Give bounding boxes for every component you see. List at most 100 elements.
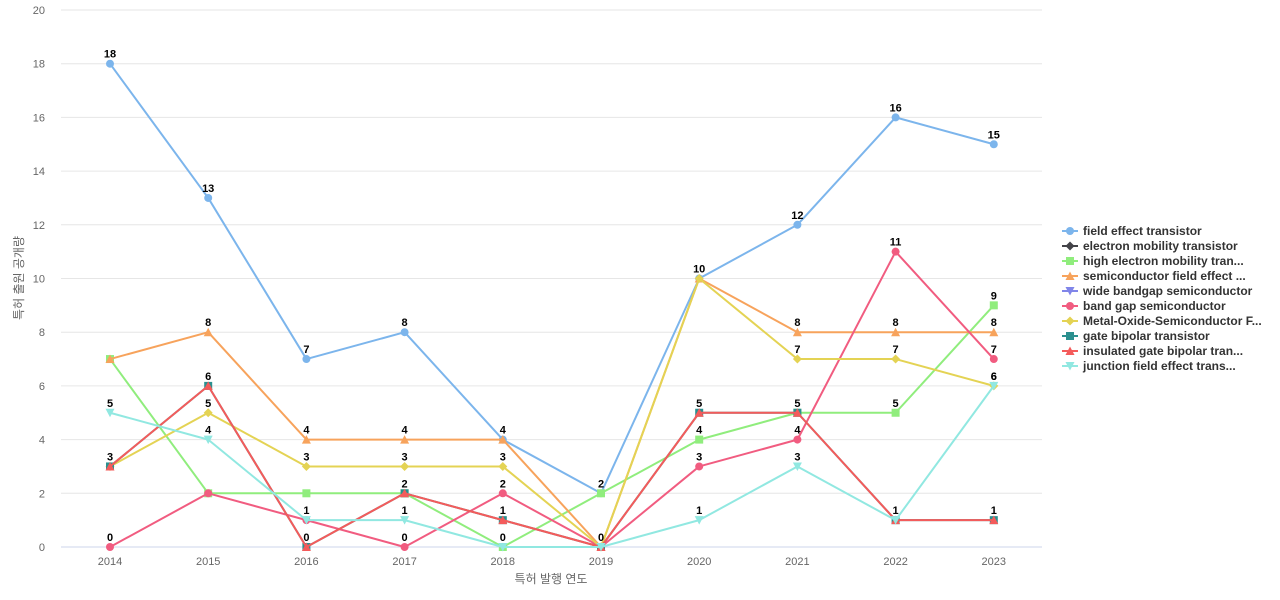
legend-label: gate bipolar transistor (1083, 329, 1210, 343)
y-tick-label: 18 (33, 59, 45, 71)
data-point (498, 489, 507, 498)
legend-label: semiconductor field effect ... (1083, 269, 1246, 283)
data-label: 6 (991, 371, 997, 383)
legend-item[interactable]: Metal-Oxide-Semiconductor F... (1062, 314, 1262, 328)
legend-item[interactable]: gate bipolar transistor (1062, 329, 1210, 343)
y-tick-label: 12 (33, 220, 45, 232)
y-tick-label: 0 (39, 542, 45, 554)
data-label: 8 (991, 317, 997, 329)
data-label: 7 (991, 344, 997, 356)
legend-item[interactable]: field effect transistor (1062, 224, 1202, 238)
series-2 (106, 301, 998, 551)
x-tick-label: 2019 (589, 556, 613, 568)
data-label: 0 (500, 532, 506, 544)
data-point (694, 408, 704, 417)
data-label: 3 (107, 451, 113, 463)
legend-item[interactable]: junction field effect trans... (1062, 359, 1236, 373)
data-point (301, 461, 311, 471)
legend-item[interactable]: band gap semiconductor (1062, 299, 1226, 313)
data-point (891, 516, 901, 525)
legend-marker (1066, 302, 1074, 310)
legend-marker (1065, 316, 1075, 326)
x-tick-label: 2015 (196, 556, 220, 568)
series-line (109, 250, 995, 548)
legend-marker (1065, 346, 1075, 355)
data-point (596, 543, 606, 552)
legend-label: high electron mobility tran... (1083, 254, 1244, 268)
legend-marker (1066, 332, 1074, 340)
data-point (989, 381, 999, 391)
legend-marker (1065, 241, 1075, 251)
data-label: 7 (893, 344, 899, 356)
y-tick-label: 8 (39, 327, 45, 339)
series-9 (105, 381, 999, 552)
data-point (105, 408, 115, 418)
data-point (301, 435, 311, 444)
x-tick-label: 2016 (294, 556, 318, 568)
legend-label: junction field effect trans... (1082, 359, 1236, 373)
y-tick-label: 2 (39, 488, 45, 500)
data-point (792, 408, 802, 417)
data-label: 4 (402, 425, 409, 437)
data-label: 2 (402, 478, 408, 490)
y-axis-ticks: 0 2 4 6 8 10 12 14 16 18 20 (33, 5, 45, 554)
data-point (498, 515, 508, 525)
data-label: 4 (303, 425, 310, 437)
legend-marker (1065, 271, 1075, 280)
x-tick-label: 2014 (98, 556, 122, 568)
data-point (793, 435, 802, 444)
legend-item[interactable]: electron mobility transistor (1062, 239, 1238, 253)
data-point (400, 328, 409, 337)
data-label: 2 (598, 478, 604, 490)
x-tick-label: 2017 (392, 556, 416, 568)
legend-label: insulated gate bipolar tran... (1083, 344, 1243, 358)
legend-item[interactable]: semiconductor field effect ... (1062, 269, 1246, 283)
data-label: 6 (205, 371, 211, 383)
data-label: 8 (893, 317, 899, 329)
data-label: 12 (791, 210, 803, 222)
data-label: 16 (889, 102, 901, 114)
data-label: 4 (500, 425, 507, 437)
data-point (989, 355, 998, 364)
data-label: 5 (205, 398, 211, 410)
legend-label: wide bandgap semiconductor (1082, 284, 1253, 298)
legend-marker (1065, 287, 1075, 296)
data-label: 3 (794, 451, 800, 463)
data-point (891, 327, 901, 337)
legend-item[interactable]: wide bandgap semiconductor (1062, 284, 1253, 298)
data-point (301, 516, 311, 525)
data-label: 5 (107, 398, 113, 410)
data-point (694, 274, 704, 283)
y-tick-label: 6 (39, 381, 45, 393)
data-point (989, 515, 999, 525)
x-axis-title: 특허 발행 연도 (515, 571, 588, 586)
data-label: 9 (991, 290, 997, 302)
legend-label: band gap semiconductor (1083, 299, 1226, 313)
data-label: 0 (402, 532, 408, 544)
data-point (694, 516, 704, 525)
data-point (792, 327, 802, 337)
data-point (597, 489, 605, 498)
x-tick-label: 2018 (491, 556, 515, 568)
data-point (989, 301, 998, 310)
legend-item[interactable]: insulated gate bipolar tran... (1062, 344, 1243, 358)
data-label: 8 (794, 317, 800, 329)
legend-marker (1066, 257, 1074, 265)
data-label: 5 (794, 398, 800, 410)
x-tick-label: 2023 (982, 556, 1006, 568)
data-point (989, 140, 998, 149)
data-label: 8 (205, 317, 211, 329)
data-label: 4 (205, 425, 212, 437)
data-point (793, 220, 802, 229)
data-point (400, 516, 410, 525)
legend-item[interactable]: high electron mobility tran... (1062, 254, 1244, 268)
data-point (498, 461, 508, 471)
x-axis-ticks: 2014 2015 2016 2017 2018 2019 2020 2021 2022 2023 (98, 556, 1006, 568)
data-point (400, 488, 410, 498)
legend-label: electron mobility transistor (1083, 239, 1238, 253)
data-label: 4 (696, 425, 703, 437)
data-point (891, 408, 900, 417)
